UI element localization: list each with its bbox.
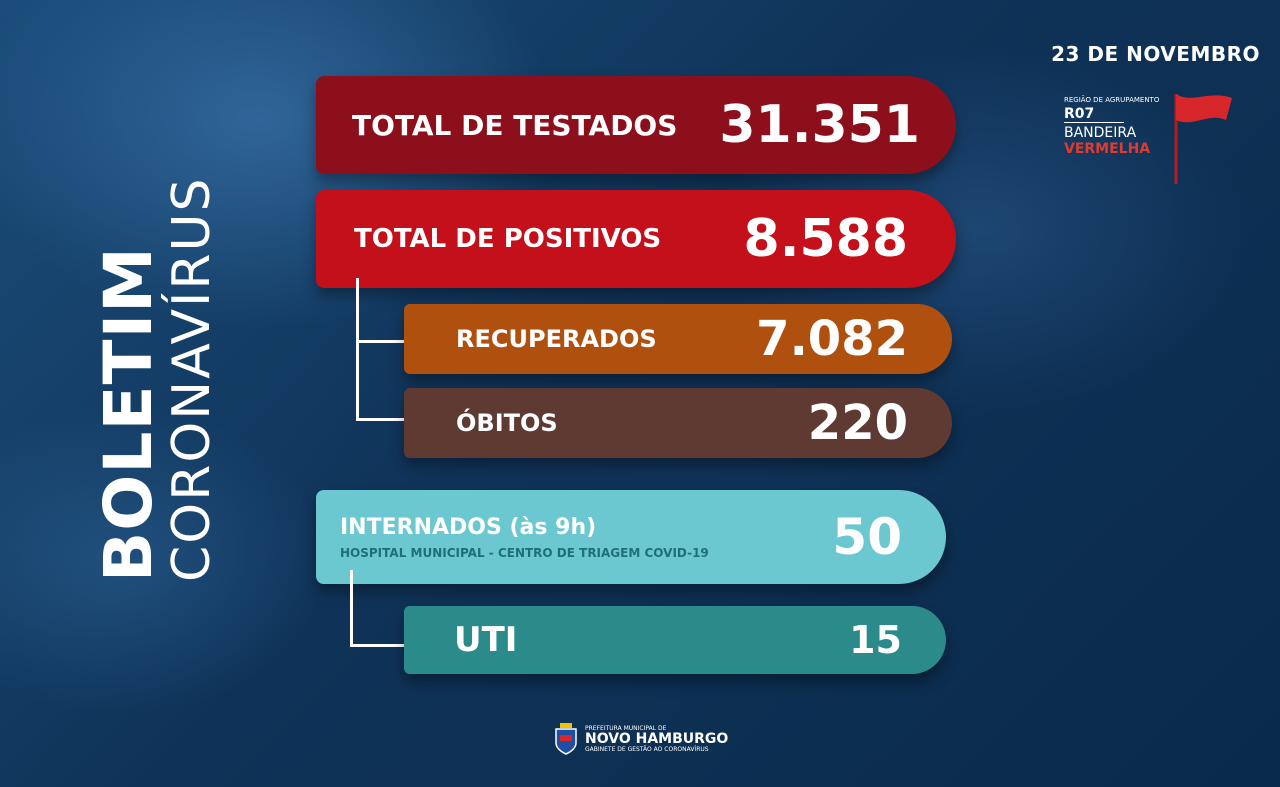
flag-line2: VERMELHA	[1064, 141, 1151, 157]
positivos-bar: TOTAL DE POSITIVOS 8.588	[316, 190, 956, 288]
region-badge: REGIÃO DE AGRUPAMENTO R07 BANDEIRA VERME…	[1064, 94, 1244, 196]
internados-value: 50	[832, 508, 902, 566]
testados-value: 31.351	[719, 95, 920, 155]
testados-label: TOTAL DE TESTADOS	[352, 108, 678, 142]
coronavirus-title: CORONAVÍRUS	[162, 176, 222, 582]
logo-line2: NOVO HAMBURGO	[585, 731, 729, 747]
obitos-value: 220	[807, 395, 908, 451]
flag-line1: BANDEIRA	[1064, 125, 1137, 141]
recuperados-label: RECUPERADOS	[456, 325, 657, 353]
internados-connector	[350, 570, 435, 647]
title-light: CORONAVÍRUS	[162, 176, 222, 582]
title-bold: BOLETIM	[90, 246, 167, 582]
testados-bar: TOTAL DE TESTADOS 31.351	[316, 76, 956, 174]
internados-sublabel: HOSPITAL MUNICIPAL - CENTRO DE TRIAGEM C…	[340, 545, 709, 560]
obitos-label: ÓBITOS	[456, 409, 558, 437]
region-caption: REGIÃO DE AGRUPAMENTO	[1064, 96, 1160, 104]
uti-value: 15	[849, 618, 902, 662]
uti-bar: UTI 15	[404, 606, 946, 674]
region-code: R07	[1064, 106, 1124, 123]
internados-bar: INTERNADOS (às 9h) HOSPITAL MUNICIPAL - …	[316, 490, 946, 584]
internados-label: INTERNADOS (às 9h)	[340, 514, 597, 540]
positivos-value: 8.588	[743, 209, 908, 269]
positivos-connector	[356, 278, 439, 421]
logo-line3: GABINETE DE GESTÃO AO CORONAVÍRUS	[585, 746, 709, 753]
uti-label: UTI	[454, 620, 518, 660]
city-logo: PREFEITURA MUNICIPAL DE NOVO HAMBURGO GA…	[555, 723, 728, 755]
city-crest-icon	[555, 723, 577, 755]
obitos-bar: ÓBITOS 220	[404, 388, 952, 458]
logo-line1: PREFEITURA MUNICIPAL DE	[585, 725, 667, 732]
recuperados-bar: RECUPERADOS 7.082	[404, 304, 952, 374]
red-flag-icon	[1174, 94, 1232, 184]
internados-text: INTERNADOS (às 9h) HOSPITAL MUNICIPAL - …	[340, 515, 709, 560]
positivos-label: TOTAL DE POSITIVOS	[354, 224, 662, 254]
recuperados-value: 7.082	[756, 311, 908, 367]
recuperados-connector	[356, 340, 436, 343]
boletim-title: BOLETIM	[90, 246, 167, 582]
logo-text: PREFEITURA MUNICIPAL DE NOVO HAMBURGO GA…	[585, 725, 728, 753]
date-label: 23 DE NOVEMBRO	[1051, 42, 1260, 66]
